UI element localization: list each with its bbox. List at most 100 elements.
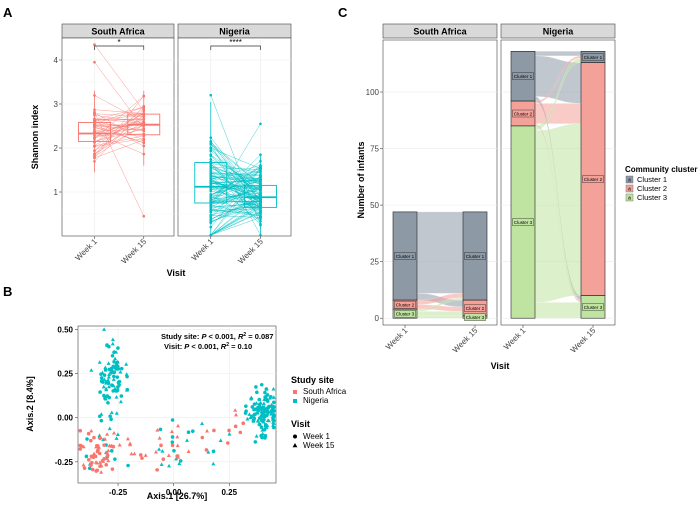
- b-point-week1: [241, 421, 246, 426]
- b-point-week15: [251, 412, 256, 417]
- b-point-week15: [89, 368, 94, 372]
- a-paired-line: [94, 133, 144, 136]
- a-paired-line: [210, 202, 261, 209]
- b-point-week1: [263, 433, 268, 438]
- b-point-week15: [115, 432, 120, 437]
- a-point: [259, 188, 262, 192]
- a-x-tick-label: Week 1: [190, 237, 216, 263]
- b-point-week1: [271, 400, 276, 405]
- a-paired-line: [210, 165, 261, 208]
- b-point-week1: [271, 418, 276, 423]
- b-point-week15: [114, 395, 119, 399]
- a-point: [93, 123, 96, 127]
- b-point-week15: [262, 404, 267, 409]
- b-point-week1: [84, 454, 89, 459]
- panel-label-b: B: [3, 284, 12, 299]
- a-paired-line: [210, 195, 261, 220]
- a-significance-bracket: [94, 45, 145, 50]
- b-point-week1: [116, 367, 121, 371]
- b-point-week15: [106, 374, 111, 379]
- b-point-week15: [118, 399, 123, 404]
- a-paired-line: [210, 186, 261, 210]
- c-stratum-label-box: [512, 109, 534, 118]
- a-paired-line: [94, 115, 144, 146]
- b-point-week1: [265, 399, 270, 403]
- b-point-week1: [110, 467, 115, 471]
- b-point-week15: [124, 372, 129, 376]
- b-point-week1: [96, 448, 100, 452]
- b-point-week15: [254, 401, 259, 405]
- a-paired-line: [94, 107, 144, 125]
- c-stratum-label: Cluster 1: [514, 74, 533, 79]
- b-point-week1: [85, 437, 89, 441]
- b-point-week1: [107, 367, 112, 372]
- panel-label-c: C: [338, 5, 348, 20]
- c-flow: [534, 51, 582, 56]
- c-facet-strip: [382, 23, 498, 39]
- a-y-axis-title: Shannon index: [30, 105, 40, 170]
- c-stratum-label-box: [512, 72, 534, 80]
- a-point: [93, 60, 96, 64]
- b-point-week15: [234, 412, 239, 417]
- b-point-week1: [113, 457, 117, 461]
- a-paired-line: [94, 119, 144, 121]
- b-point-week15: [271, 411, 276, 416]
- a-paired-line: [94, 124, 144, 132]
- b-point-week15: [98, 435, 103, 439]
- a-point: [142, 117, 146, 121]
- panel-label-a: A: [3, 5, 13, 20]
- b-point-week1: [138, 453, 143, 457]
- b-point-week1: [109, 417, 113, 422]
- a-point: [259, 191, 262, 195]
- a-paired-line: [94, 118, 144, 121]
- b-point-week15: [89, 428, 94, 433]
- b-point-week1: [244, 404, 248, 408]
- b-point-week15: [107, 384, 112, 389]
- c-y-tick-label: 75: [370, 145, 379, 154]
- a-y-tick-label: 1: [54, 188, 59, 197]
- a-paired-line: [210, 196, 261, 207]
- b-point-week1: [110, 353, 115, 358]
- b-point-week1: [250, 405, 255, 409]
- b-point-week15: [114, 411, 119, 415]
- a-x-tick-label: Week 15: [120, 237, 149, 266]
- b-stats-mid: < 0.001,: [206, 332, 237, 341]
- b-point-week1: [119, 366, 124, 371]
- a-y-tick-label: 2: [54, 144, 59, 153]
- a-point: [259, 200, 262, 204]
- a-paired-line: [94, 120, 144, 147]
- b-point-week15: [245, 416, 250, 421]
- b-point-week15: [113, 356, 118, 361]
- a-paired-line: [210, 205, 261, 213]
- b-point-week1: [155, 468, 159, 472]
- b-point-week15: [271, 423, 276, 427]
- c-flow: [416, 211, 464, 294]
- a-significance-bracket: [210, 45, 261, 50]
- b-point-week1: [90, 467, 95, 472]
- a-paired-line: [94, 139, 144, 159]
- a-paired-line: [210, 164, 261, 191]
- a-paired-line: [94, 107, 144, 151]
- b-point-week1: [204, 448, 209, 452]
- b-point-week1: [158, 427, 163, 432]
- b-point-week15: [103, 365, 108, 370]
- b-point-week1: [89, 438, 93, 443]
- b-stats-sup: 2: [226, 342, 229, 348]
- b-point-week1: [78, 443, 83, 448]
- b-point-week1: [244, 409, 248, 413]
- c-x-axis-title: Visit: [491, 361, 510, 371]
- a-paired-line: [210, 180, 261, 203]
- c-facet-label: Nigeria: [543, 27, 575, 37]
- b-legend-title-visit: Visit: [291, 419, 310, 429]
- b-point-week1: [102, 443, 106, 447]
- b-point-week1: [94, 469, 99, 473]
- a-point: [259, 122, 262, 126]
- a-point: [259, 203, 262, 207]
- b-point-week1: [101, 380, 105, 384]
- b-point-week15: [218, 438, 223, 442]
- b-point-week15: [155, 428, 160, 432]
- panel-c: Number of infants 0 25 50 75 100 Visit South Af…: [356, 23, 697, 371]
- a-point: [259, 194, 262, 197]
- a-paired-line: [210, 180, 261, 195]
- b-point-week15: [185, 438, 190, 442]
